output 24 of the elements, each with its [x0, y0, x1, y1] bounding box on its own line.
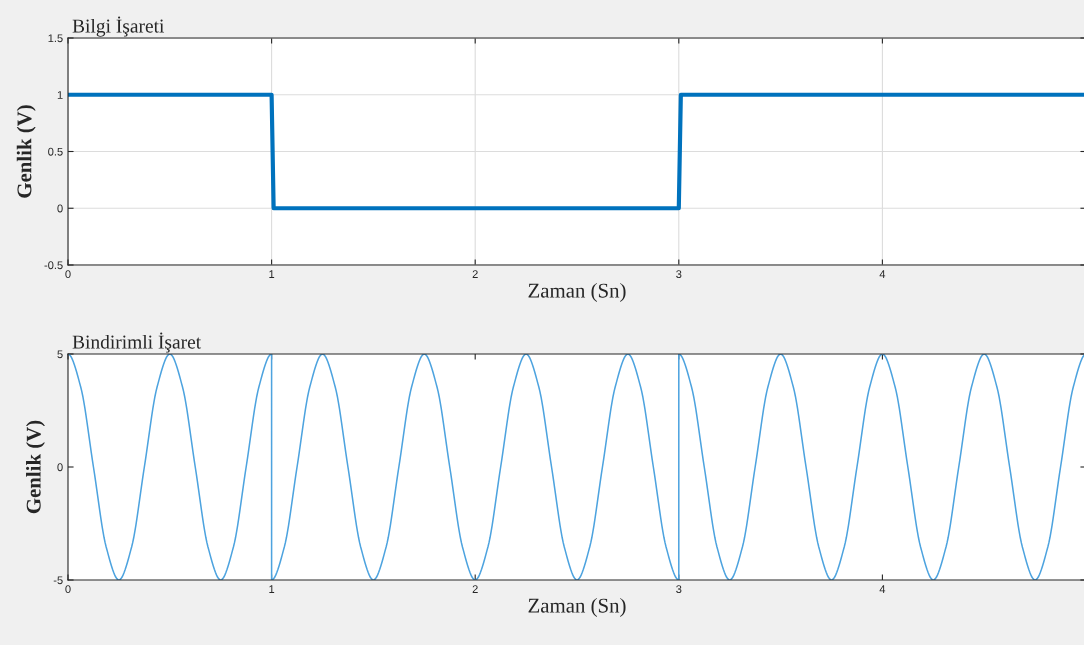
y-tick-label: -5 — [53, 576, 63, 585]
chart-title: Bindirimli İşaret — [72, 332, 202, 353]
y-tick-label: 1.5 — [48, 34, 63, 43]
x-tick-label: 1 — [269, 585, 275, 593]
y-tick-label: -0.5 — [44, 261, 63, 270]
x-tick-label: 3 — [676, 585, 682, 594]
x-tick-label: 0 — [65, 270, 71, 279]
y-axis-title: Genlik (V) — [26, 420, 45, 514]
y-tick-label: 0.5 — [48, 147, 63, 156]
y-tick-label: 0 — [57, 463, 63, 472]
y-axis-title: Genlik (V) — [16, 105, 36, 198]
x-tick-label: 4 — [879, 585, 886, 593]
chart-title: Bilgi İşareti — [72, 16, 165, 37]
x-tick-label: 1 — [269, 270, 275, 278]
x-axis-title: Zaman (Sn) — [528, 283, 626, 302]
x-tick-label: 0 — [65, 585, 71, 594]
x-tick-label: 2 — [472, 270, 478, 278]
y-tick-label: 0 — [57, 204, 63, 213]
x-axis-title: Zaman (Sn) — [528, 598, 626, 617]
y-tick-label: 1 — [57, 91, 63, 99]
y-tick-label: 5 — [57, 350, 63, 359]
x-tick-label: 3 — [676, 270, 682, 279]
x-tick-label: 2 — [472, 585, 478, 593]
x-tick-label: 4 — [879, 270, 886, 278]
